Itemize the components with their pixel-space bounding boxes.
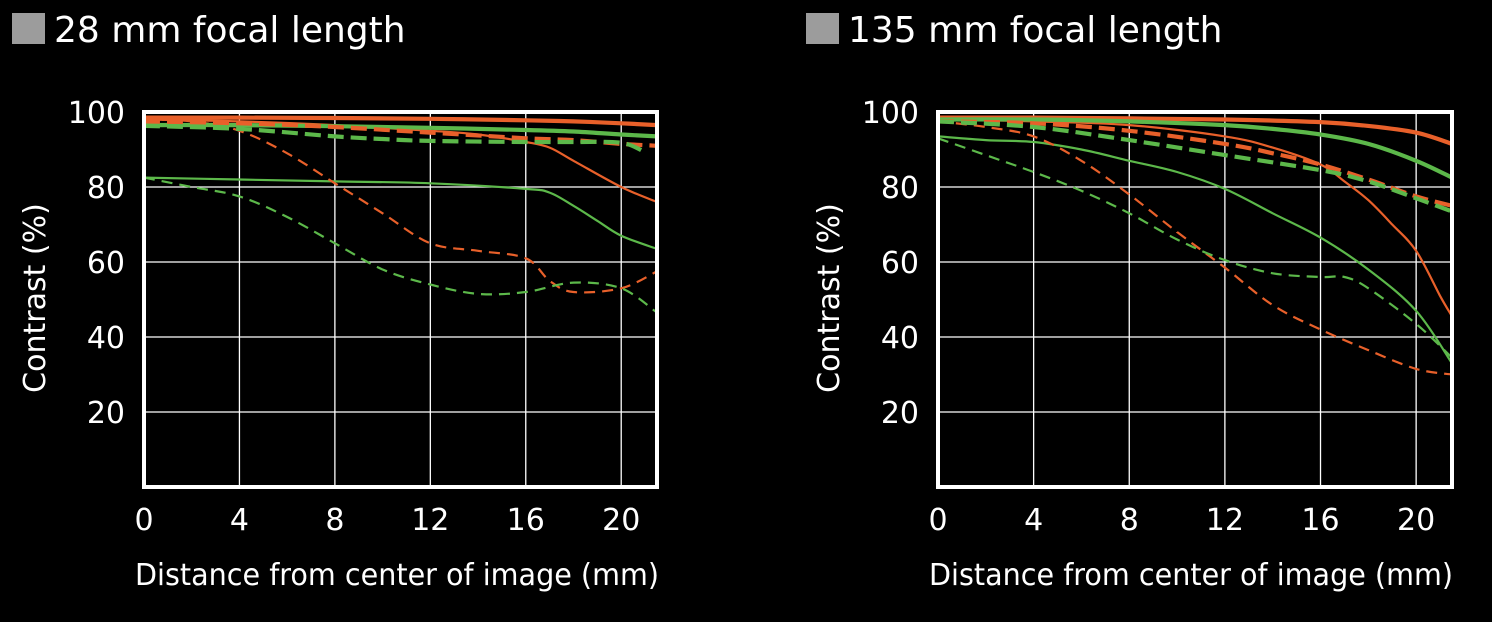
series-line-orange-solid-thin: [938, 118, 1452, 317]
x-tick-label: 0: [928, 503, 947, 538]
series-line-green-solid-thin: [938, 135, 1452, 364]
chart-title: 28 mm focal length: [54, 10, 406, 51]
x-tick-label: 20: [1397, 503, 1435, 538]
series-line-orange-dashed-thin: [938, 120, 1452, 376]
grid: [938, 112, 1452, 487]
series-line-orange-dashed-thick: [938, 119, 1452, 208]
y-tick-label: 60: [87, 246, 125, 281]
chart-28mm: 28 mm focal length Contrast (%) Distance…: [12, 10, 659, 593]
y-tick-label: 60: [881, 246, 919, 281]
chart-title: 135 mm focal length: [848, 10, 1222, 51]
x-tick-label: 12: [1206, 503, 1244, 538]
x-axis-label: Distance from center of image (mm): [135, 558, 659, 593]
x-tick-label: 16: [507, 503, 545, 538]
y-axis-label: Contrast (%): [18, 203, 53, 393]
series-line-green-dashed-thin: [144, 176, 657, 314]
x-axis-label: Distance from center of image (mm): [929, 558, 1453, 593]
series-group: [938, 115, 1452, 376]
y-tick-label: 20: [881, 396, 919, 431]
y-axis-label: Contrast (%): [812, 203, 847, 393]
x-tick-label: 4: [230, 503, 249, 538]
x-tick-label: 8: [325, 503, 344, 538]
x-tick-label: 20: [602, 503, 640, 538]
y-tick-label: 100: [862, 96, 919, 131]
series-line-green-dashed-thick: [938, 119, 1452, 214]
y-tick-label: 20: [87, 396, 125, 431]
series-line-green-solid-thick: [938, 117, 1452, 180]
y-tick-label: 80: [881, 171, 919, 206]
y-tick-label: 100: [68, 96, 125, 131]
series-line-orange-solid-thick: [144, 115, 657, 128]
plot-frame: [142, 110, 659, 489]
grid: [144, 112, 657, 487]
series-line-green-solid-thin: [144, 176, 657, 250]
series-line-orange-dashed-thin: [144, 118, 657, 294]
x-tick-label: 4: [1024, 503, 1043, 538]
y-tick-label: 80: [87, 171, 125, 206]
x-tick-label: 8: [1120, 503, 1139, 538]
title-square: [806, 13, 839, 44]
y-tick-label: 40: [87, 321, 125, 356]
x-tick-label: 12: [411, 503, 449, 538]
plot-frame: [936, 110, 1454, 489]
series-group: [144, 115, 657, 314]
title-square: [12, 13, 45, 44]
x-tick-label: 16: [1301, 503, 1339, 538]
x-tick-label: 0: [134, 503, 153, 538]
series-line-green-dashed-thin: [938, 137, 1452, 359]
y-tick-label: 40: [881, 321, 919, 356]
chart-135mm: 135 mm focal length Contrast (%) Distanc…: [806, 10, 1454, 593]
series-line-green-dashed-thick: [144, 123, 646, 155]
